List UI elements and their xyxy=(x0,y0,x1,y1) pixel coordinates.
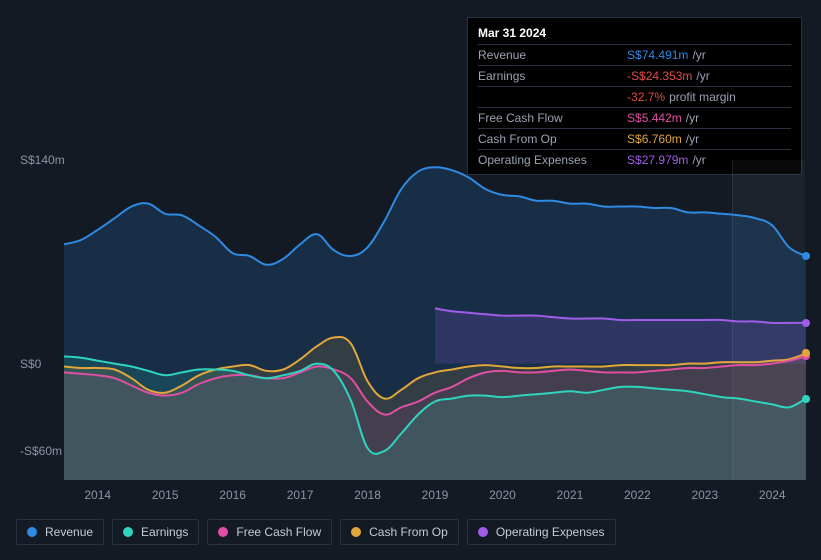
x-axis-label: 2023 xyxy=(691,488,718,502)
legend-item[interactable]: Operating Expenses xyxy=(467,519,616,545)
chart-tooltip: Mar 31 2024 RevenueS$74.491m/yrEarnings-… xyxy=(467,17,802,175)
tooltip-row-value: S$5.442m/yr xyxy=(627,109,791,127)
x-axis-label: 2017 xyxy=(287,488,314,502)
tooltip-row: Free Cash FlowS$5.442m/yr xyxy=(478,107,791,128)
chart-legend: Revenue Earnings Free Cash Flow Cash From O… xyxy=(16,519,616,545)
tooltip-row: RevenueS$74.491m/yr xyxy=(478,44,791,65)
series-end-dot-earnings xyxy=(802,395,810,403)
x-axis-label: 2022 xyxy=(624,488,651,502)
legend-item[interactable]: Revenue xyxy=(16,519,104,545)
x-axis-label: 2018 xyxy=(354,488,381,502)
legend-item[interactable]: Cash From Op xyxy=(340,519,459,545)
legend-swatch xyxy=(27,527,37,537)
tooltip-row-label: Revenue xyxy=(478,46,627,64)
series-end-dot-operating_expenses xyxy=(802,319,810,327)
series-end-dot-revenue xyxy=(802,252,810,260)
chart-plot-area xyxy=(64,160,806,480)
legend-label: Free Cash Flow xyxy=(236,525,321,539)
legend-label: Operating Expenses xyxy=(496,525,605,539)
y-axis-label: S$0 xyxy=(20,357,41,371)
series-end-dot-cash_from_op xyxy=(802,349,810,357)
legend-swatch xyxy=(123,527,133,537)
financials-chart[interactable]: S$140mS$0-S$60m xyxy=(16,160,806,490)
tooltip-date: Mar 31 2024 xyxy=(478,24,791,44)
tooltip-row-label: Earnings xyxy=(478,67,627,85)
y-axis-label: -S$60m xyxy=(20,444,62,458)
tooltip-row-value: -S$24.353m/yr xyxy=(627,67,791,85)
legend-swatch xyxy=(478,527,488,537)
x-axis-label: 2016 xyxy=(219,488,246,502)
legend-label: Earnings xyxy=(141,525,188,539)
x-axis-label: 2015 xyxy=(152,488,179,502)
x-axis-label: 2019 xyxy=(422,488,449,502)
x-axis-label: 2014 xyxy=(84,488,111,502)
tooltip-row-value: S$74.491m/yr xyxy=(627,46,791,64)
tooltip-row-label: Cash From Op xyxy=(478,130,627,148)
legend-swatch xyxy=(218,527,228,537)
legend-label: Revenue xyxy=(45,525,93,539)
y-axis-label: S$140m xyxy=(20,153,65,167)
x-axis-label: 2020 xyxy=(489,488,516,502)
legend-label: Cash From Op xyxy=(369,525,448,539)
legend-item[interactable]: Earnings xyxy=(112,519,199,545)
tooltip-row: Cash From OpS$6.760m/yr xyxy=(478,128,791,149)
tooltip-row-extra: -32.7%profit margin xyxy=(478,86,791,107)
x-axis-label: 2021 xyxy=(557,488,584,502)
x-axis: 2014 2015 2016 2017 2018 2019 2020 2021 2022 2023… xyxy=(16,488,806,508)
tooltip-row-value: S$6.760m/yr xyxy=(627,130,791,148)
tooltip-row: Earnings-S$24.353m/yr xyxy=(478,65,791,86)
legend-swatch xyxy=(351,527,361,537)
x-axis-label: 2024 xyxy=(759,488,786,502)
legend-item[interactable]: Free Cash Flow xyxy=(207,519,332,545)
tooltip-row-label: Free Cash Flow xyxy=(478,109,627,127)
